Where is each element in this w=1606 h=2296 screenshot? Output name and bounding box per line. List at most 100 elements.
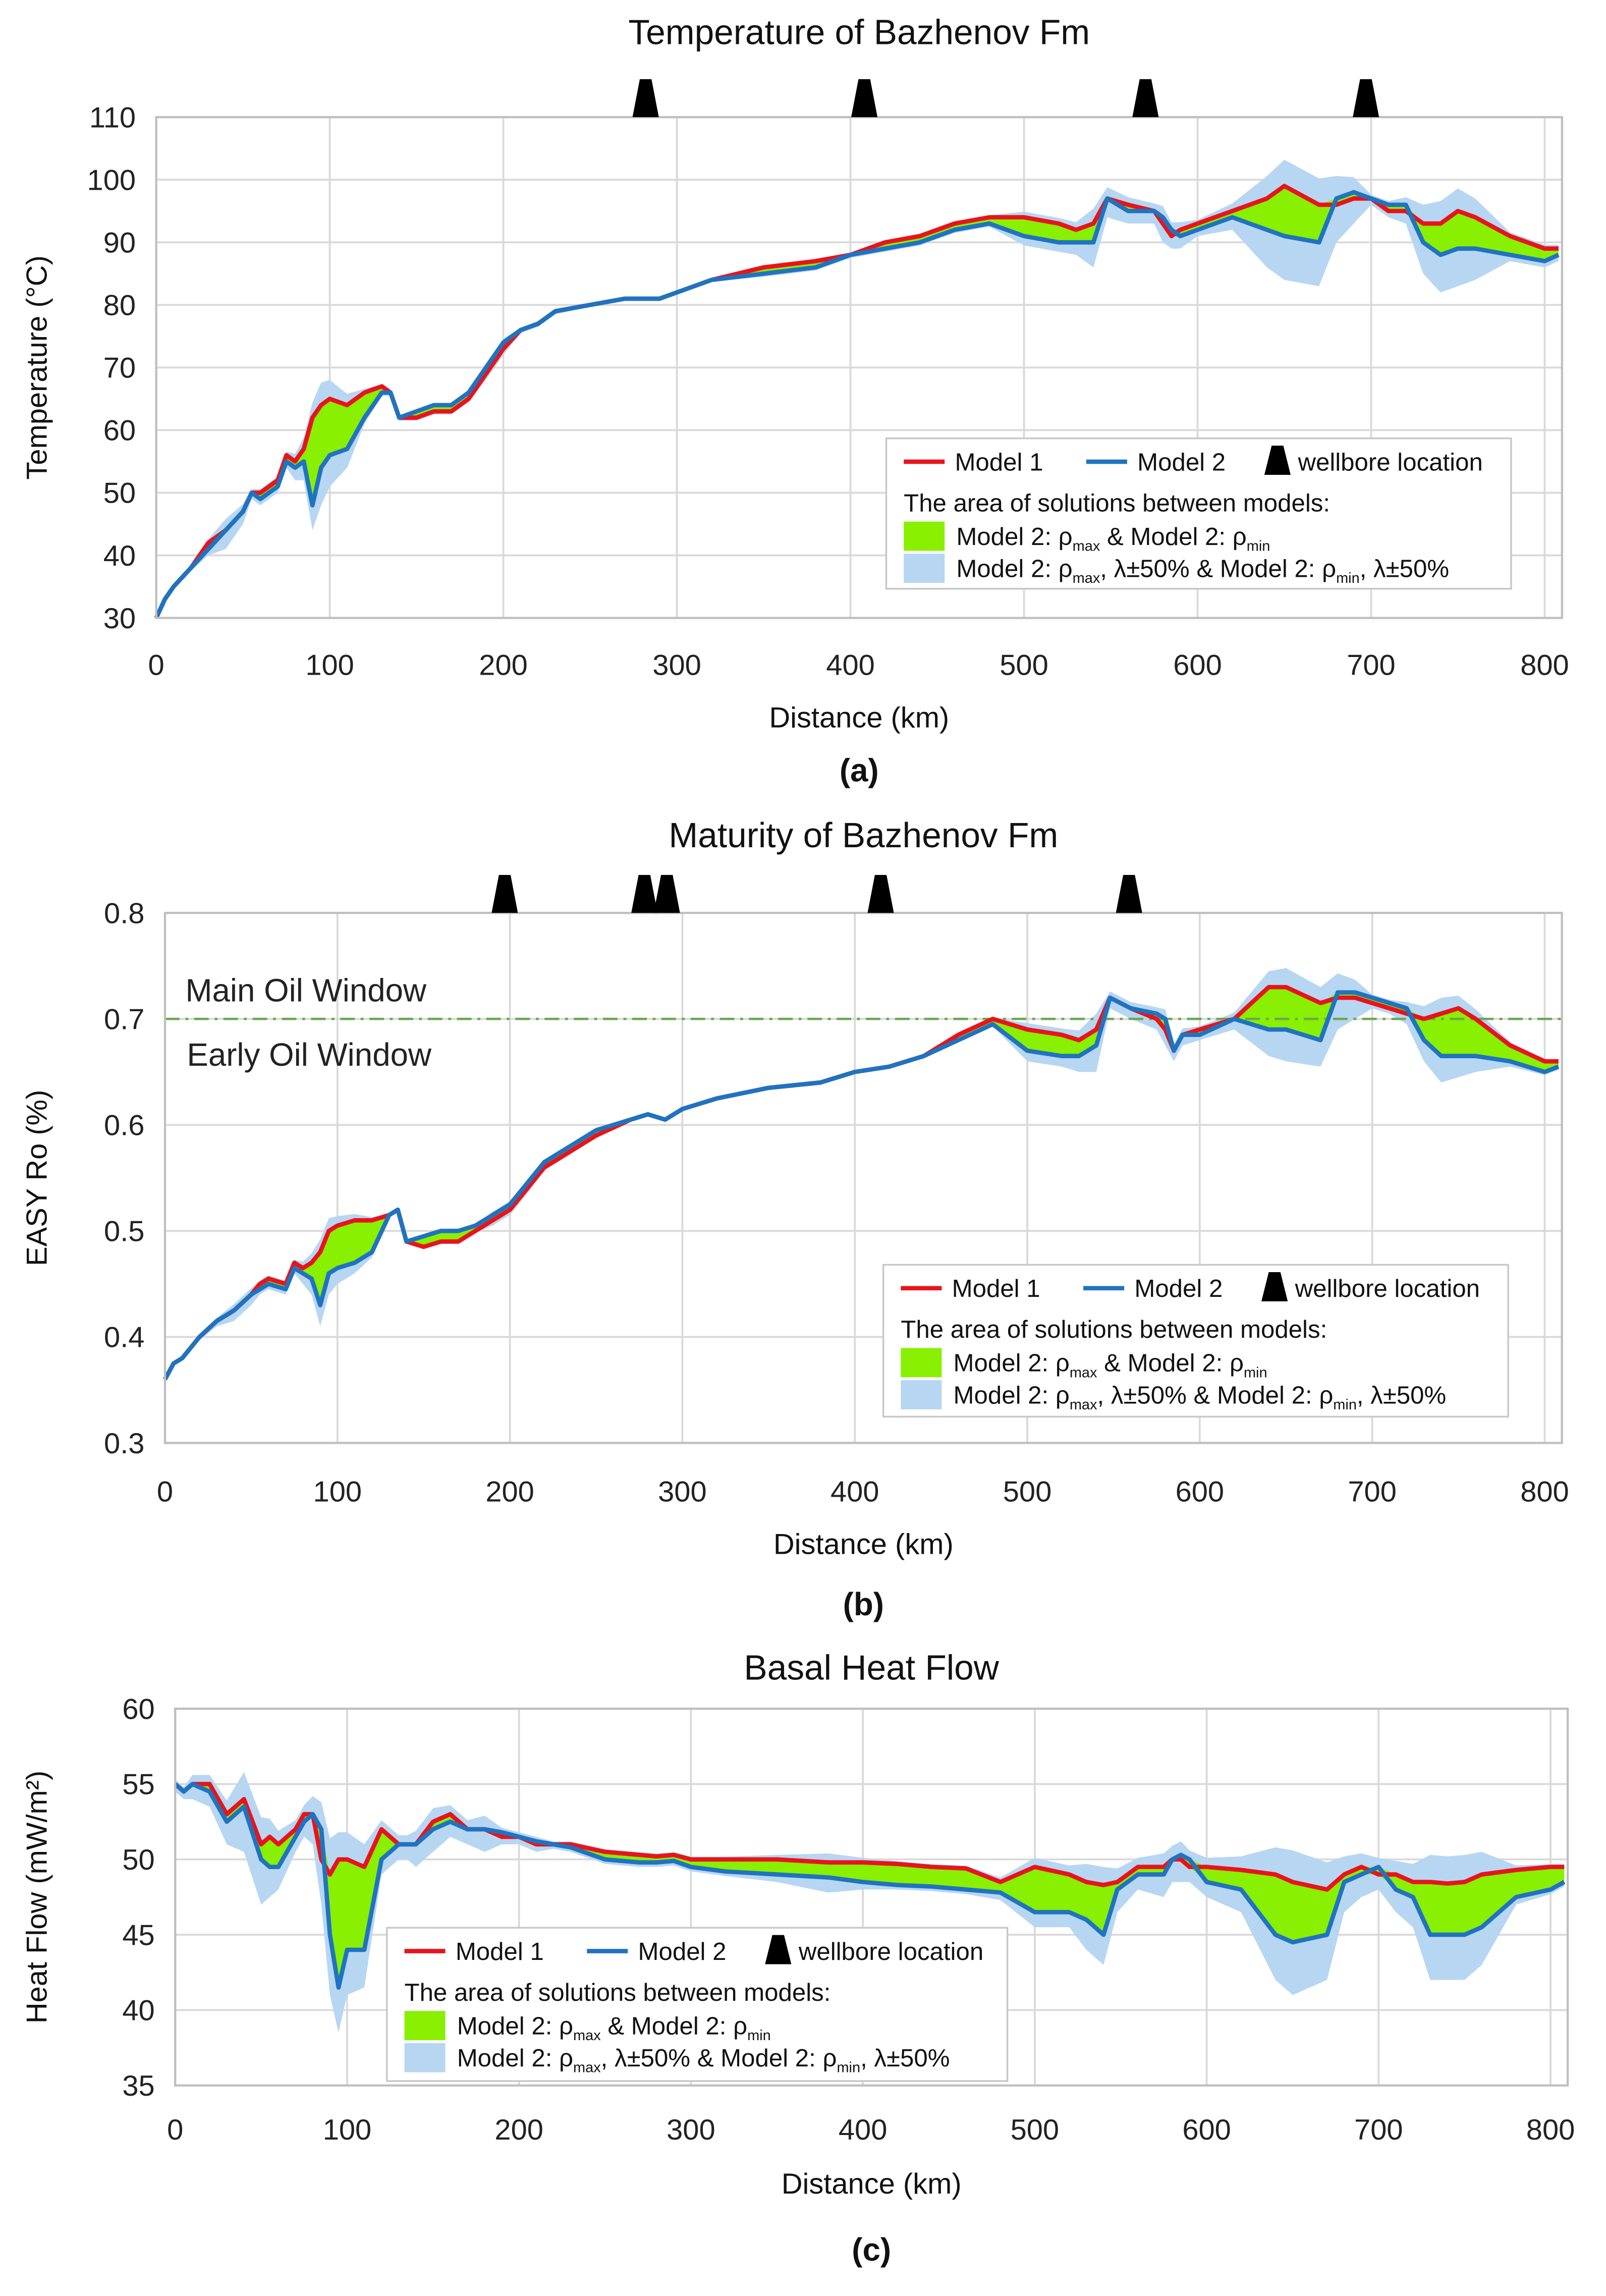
wellbore-marker: [491, 874, 518, 913]
main-oil-window-label: Main Oil Window: [185, 972, 427, 1008]
text-part: Model 2: ρ: [956, 555, 1072, 583]
y-tick-label: 30: [103, 603, 136, 635]
y-axis-label: Heat Flow (mW/m²): [21, 1771, 53, 2024]
wellbore-marker: [1132, 79, 1159, 118]
x-tick-label: 700: [1354, 2114, 1403, 2146]
panel-caption: (a): [840, 753, 879, 789]
subscript: max: [1070, 1364, 1097, 1381]
legend-area-heading: The area of solutions between models:: [901, 1316, 1327, 1343]
y-tick-label: 80: [103, 290, 136, 322]
wellbore-marker: [867, 874, 894, 913]
legend-area-heading: The area of solutions between models:: [904, 489, 1330, 517]
wellbore-marker: [653, 874, 680, 913]
y-tick-label: 50: [103, 477, 136, 510]
legend-density-band: Model 2: ρmax & Model 2: ρmin: [956, 523, 1270, 555]
y-axis-label: Temperature (°C): [21, 255, 53, 479]
x-tick-label: 600: [1176, 1475, 1225, 1508]
subscript: max: [573, 2060, 601, 2076]
wellbore-marker: [631, 874, 658, 913]
subscript: min: [747, 2028, 771, 2044]
text-part: , λ±50% & Model 2: ρ: [1100, 555, 1336, 583]
legend-model-1: Model 1: [952, 1275, 1040, 1302]
x-tick-label: 700: [1348, 1475, 1397, 1508]
text-part: Model 2: ρ: [457, 2012, 573, 2040]
x-tick-label: 0: [157, 1475, 173, 1508]
chart-title: Basal Heat Flow: [744, 1648, 999, 1687]
x-axis-label: Distance (km): [769, 702, 949, 734]
x-tick-label: 800: [1520, 1475, 1569, 1508]
subscript: min: [1244, 1364, 1267, 1381]
x-tick-label: 200: [479, 649, 528, 681]
x-tick-label: 700: [1347, 649, 1396, 681]
density-band-area: [164, 987, 1559, 1380]
text-part: , λ±50%: [860, 2044, 950, 2072]
text-part: , λ±50%: [1360, 555, 1449, 583]
text-part: Model 2: ρ: [956, 523, 1072, 551]
plot-frame: [163, 911, 1563, 1444]
legend-model-1: Model 1: [456, 1938, 544, 1965]
lambda-band-swatch: [404, 2043, 446, 2072]
x-tick-label: 800: [1526, 2114, 1575, 2146]
wellbore-icon: [1264, 446, 1291, 475]
text-part: , λ±50%: [1357, 1381, 1446, 1409]
lambda-band-area: [164, 968, 1559, 1380]
early-oil-window-label: Early Oil Window: [187, 1037, 432, 1073]
text-part: , λ±50% & Model 2: ρ: [601, 2044, 837, 2072]
wellbore-icon: [765, 1935, 792, 1964]
model-1-line: [174, 1782, 1565, 1892]
text-part: Model 2: ρ: [457, 2044, 573, 2072]
y-tick-label: 90: [103, 227, 136, 259]
legend-model-2: Model 2: [1134, 1275, 1223, 1302]
subscript: max: [573, 2028, 601, 2044]
x-tick-label: 300: [652, 649, 701, 681]
wellbore-marker: [1353, 79, 1379, 118]
legend: Model 1 Model 2 wellbore location The area …: [386, 1927, 1009, 2082]
y-tick-label: 40: [122, 1995, 154, 2027]
legend-lambda-band: Model 2: ρmax, λ±50% & Model 2: ρmin, λ±…: [457, 2044, 950, 2076]
subscript: min: [1336, 570, 1360, 586]
x-tick-label: 100: [313, 1475, 362, 1508]
panel-caption: (b): [843, 1587, 884, 1622]
legend-model-2: Model 2: [638, 1938, 727, 1965]
model-2-line: [154, 190, 1560, 619]
subscript: max: [1070, 1397, 1097, 1413]
wellbore-marker: [1116, 874, 1142, 913]
legend-wellbore: wellbore location: [1297, 448, 1482, 476]
chart-title: Temperature of Bazhenov Fm: [628, 12, 1090, 51]
subscript: min: [1333, 1397, 1357, 1413]
panel-caption: (c): [852, 2232, 891, 2268]
x-tick-label: 500: [1000, 649, 1048, 681]
legend-lambda-band: Model 2: ρmax, λ±50% & Model 2: ρmin, λ±…: [954, 1381, 1447, 1413]
y-tick-label: 0.8: [104, 897, 144, 930]
density-band-swatch: [904, 521, 945, 551]
legend: Model 1 Model 2 wellbore location The area …: [882, 1264, 1509, 1418]
x-tick-label: 600: [1173, 649, 1222, 681]
y-tick-label: 45: [122, 1919, 154, 1951]
y-tick-label: 60: [122, 1693, 154, 1725]
x-tick-label: 0: [167, 2114, 183, 2146]
x-tick-label: 500: [1011, 2114, 1060, 2146]
density-band-swatch: [404, 2011, 446, 2041]
model-2-line: [163, 990, 1560, 1381]
text-part: & Model 2: ρ: [1097, 1349, 1243, 1377]
y-tick-label: 40: [103, 540, 136, 572]
plot-frame: [174, 1707, 1569, 2087]
subscript: max: [1073, 570, 1100, 586]
y-tick-label: 50: [122, 1844, 154, 1876]
subscript: min: [837, 2060, 860, 2076]
x-tick-label: 300: [667, 2114, 715, 2146]
x-tick-label: 100: [323, 2114, 372, 2146]
chart-title: Maturity of Bazhenov Fm: [669, 815, 1058, 855]
y-axis-label: EASY Ro (%): [21, 1090, 53, 1266]
y-tick-label: 0.6: [104, 1110, 144, 1142]
lambda-band-swatch: [904, 554, 945, 583]
legend: Model 1 Model 2 wellbore location The area …: [885, 437, 1512, 590]
y-tick-label: 0.4: [104, 1322, 144, 1354]
density-band-swatch: [901, 1348, 942, 1378]
legend-box: [386, 1927, 1009, 2082]
text-part: Model 2: ρ: [954, 1381, 1070, 1409]
text-part: & Model 2: ρ: [601, 2012, 747, 2040]
y-tick-label: 35: [122, 2070, 154, 2102]
legend-model-1: Model 1: [955, 448, 1043, 476]
